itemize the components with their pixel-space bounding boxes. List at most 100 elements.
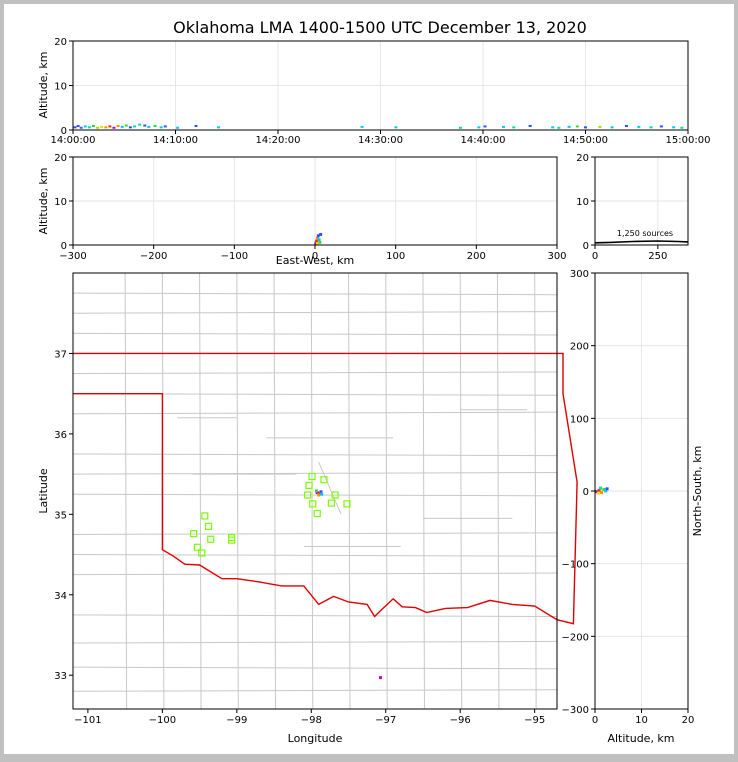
altitude-histogram-panel: 1,250 sources 0 250 0 10 20	[576, 153, 689, 262]
altitude-tick-label: 10	[54, 82, 67, 93]
lma-station-marker	[305, 481, 313, 489]
time-height-point	[100, 125, 104, 128]
longitude-tick-label: −96	[450, 715, 471, 726]
time-height-point	[104, 126, 108, 129]
time-height-point	[138, 123, 142, 126]
north-south-point	[599, 486, 603, 490]
time-height-point	[551, 126, 555, 129]
time-height-point	[567, 125, 571, 128]
figure-title: Oklahoma LMA 1400-1500 UTC December 13, …	[173, 18, 587, 37]
county-line	[72, 532, 558, 535]
north-south-xlabel: Altitude, km	[607, 732, 674, 745]
north-south-tick-label: 300	[570, 269, 589, 280]
source-count-label: 1,250 sources	[617, 229, 673, 238]
time-height-point	[147, 125, 151, 128]
lma-station-marker	[204, 522, 213, 530]
lightning-source-point	[317, 493, 321, 497]
time-height-point	[116, 124, 120, 127]
lma-station-marker	[228, 536, 236, 544]
north-south-panel: 0 10 20 −300 −200 −100 0 100 200 300 North-South,…	[562, 269, 704, 745]
map-xlabel: Longitude	[288, 732, 343, 745]
lma-station-marker	[308, 472, 316, 481]
county-line	[459, 272, 463, 710]
east-west-tick-label: 200	[467, 251, 486, 262]
lma-station-marker	[190, 530, 198, 538]
county-line	[72, 493, 558, 497]
county-line	[72, 332, 558, 336]
county-line	[72, 554, 558, 557]
time-height-point	[360, 125, 364, 128]
time-height-point	[153, 124, 157, 127]
altitude-tick-label: 10	[635, 715, 648, 726]
east-west-tick-label: −100	[221, 251, 248, 262]
county-lines	[72, 272, 558, 710]
latitude-tick-label: 33	[54, 671, 67, 682]
north-south-point	[596, 491, 600, 495]
lma-station-marker	[309, 500, 317, 508]
east-west-point	[317, 238, 321, 242]
longitude-tick-label: −95	[524, 715, 545, 726]
east-west-tick-label: −300	[59, 251, 86, 262]
north-south-tick-label: −300	[562, 705, 589, 716]
altitude-tick-label: 0	[61, 126, 67, 137]
time-height-point	[625, 124, 628, 127]
time-height-point	[92, 124, 95, 127]
time-height-point	[483, 125, 487, 128]
lma-station-marker	[320, 476, 328, 484]
lma-station-marker	[207, 535, 215, 543]
time-height-point	[512, 126, 516, 129]
time-height-point	[477, 126, 481, 129]
north-south-ylabel: North-South, km	[691, 446, 704, 537]
county-line	[72, 292, 558, 296]
county-line	[72, 311, 558, 314]
time-height-point	[659, 125, 663, 128]
longitude-tick-label: −99	[226, 715, 247, 726]
time-height-point	[502, 125, 505, 128]
altitude-tick-label: 20	[54, 37, 67, 48]
north-south-tick-label: 0	[583, 487, 589, 498]
time-height-point	[672, 126, 676, 129]
time-tick-label: 14:50:00	[563, 135, 608, 146]
plan-view-panel: −101 −100 −99 −98 −97 −96 −95 33 34 35 36 37 Latitu…	[37, 272, 578, 745]
east-west-tick-label: 300	[547, 251, 566, 262]
time-height-point	[610, 126, 614, 129]
histogram-tick-label: 20	[576, 153, 589, 164]
time-height-point	[217, 126, 221, 129]
east-west-point	[315, 242, 319, 246]
north-south-point	[605, 487, 609, 491]
time-height-point	[96, 126, 100, 129]
county-line	[199, 272, 202, 710]
county-line	[348, 272, 351, 710]
east-west-point	[316, 234, 320, 238]
county-line	[72, 453, 558, 457]
altitude-tick-label: 10	[54, 197, 67, 208]
county-line	[236, 272, 239, 710]
lightning-source-point	[315, 491, 319, 495]
lightning-source-point	[379, 676, 383, 680]
altitude-tick-label: 0	[592, 715, 598, 726]
east-west-tick-label: −200	[140, 251, 167, 262]
lightning-source-point	[314, 489, 318, 493]
county-line	[72, 614, 558, 617]
east-west-point	[318, 240, 322, 244]
county-line	[310, 272, 314, 710]
north-south-tick-label: 200	[570, 342, 589, 353]
time-height-point	[557, 126, 561, 129]
longitude-tick-label: −100	[149, 715, 176, 726]
time-height-point	[528, 124, 532, 127]
time-height-point	[194, 124, 198, 127]
lma-station-marker	[198, 549, 206, 557]
time-height-point	[124, 124, 128, 127]
east-west-point	[319, 232, 323, 236]
time-height-point	[112, 126, 116, 129]
map-frame	[72, 272, 558, 710]
time-height-panel: 14:00:00 14:10:00 14:20:00 14:30:00 14:40:00…	[37, 37, 710, 146]
county-line	[496, 272, 500, 710]
time-height-point	[584, 126, 587, 129]
latitude-tick-label: 35	[54, 510, 67, 521]
east-west-panel: −300 −200 −100 0 100 200 300 0 10 20 Altitude, km…	[37, 153, 567, 267]
time-height-point	[79, 126, 83, 129]
lma-station-marker	[327, 499, 335, 507]
